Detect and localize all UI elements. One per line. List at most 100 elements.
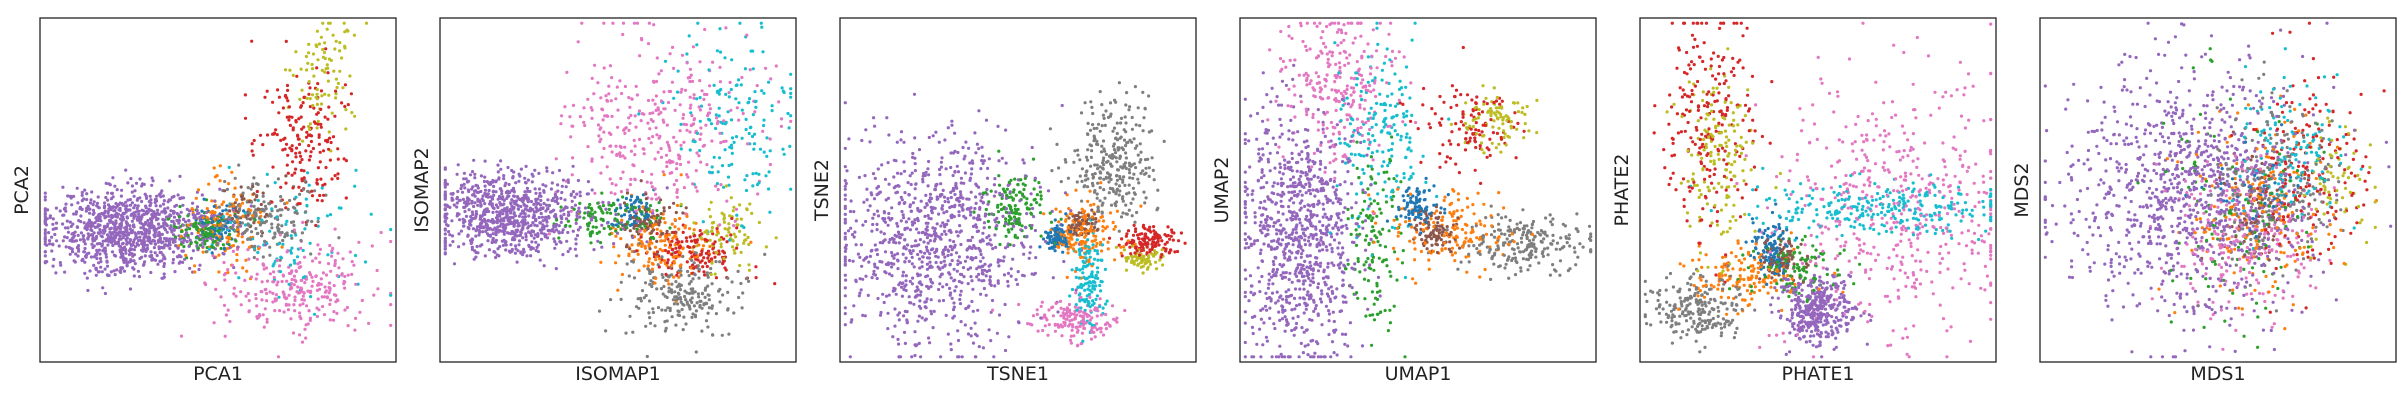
- data-point: [274, 299, 278, 303]
- data-point: [71, 222, 75, 226]
- data-point: [909, 182, 913, 187]
- data-point: [443, 194, 447, 198]
- data-point: [679, 273, 683, 277]
- data-point: [232, 194, 236, 199]
- data-point: [143, 254, 147, 258]
- data-point: [492, 219, 496, 223]
- data-point: [900, 294, 905, 298]
- data-point: [291, 73, 295, 77]
- data-point: [767, 80, 771, 84]
- data-point: [686, 245, 690, 249]
- data-point: [706, 284, 710, 288]
- data-point: [299, 168, 303, 172]
- data-point: [247, 299, 251, 303]
- data-point: [194, 240, 198, 244]
- data-point: [1092, 202, 1096, 206]
- data-point: [552, 230, 556, 234]
- data-point: [732, 224, 736, 228]
- data-point: [589, 241, 593, 245]
- data-point: [666, 100, 671, 105]
- data-point: [708, 84, 712, 88]
- data-point: [343, 308, 347, 312]
- data-point: [1139, 265, 1143, 269]
- data-point: [666, 266, 671, 270]
- data-point: [649, 231, 653, 235]
- data-point: [226, 308, 230, 312]
- data-point: [147, 231, 151, 235]
- data-point: [1096, 270, 1100, 274]
- data-point: [174, 203, 179, 207]
- data-point: [525, 196, 530, 200]
- data-point: [670, 252, 674, 257]
- data-point: [737, 101, 741, 105]
- data-point: [524, 193, 528, 197]
- data-point: [690, 114, 694, 118]
- data-point: [646, 98, 651, 103]
- data-point: [657, 112, 661, 116]
- data-point: [706, 293, 710, 297]
- data-point: [141, 209, 146, 213]
- data-point: [231, 208, 236, 212]
- data-point: [330, 111, 334, 115]
- data-point: [578, 225, 582, 229]
- data-point: [224, 231, 228, 235]
- data-point: [640, 38, 644, 42]
- data-point: [1044, 240, 1048, 244]
- data-point: [151, 238, 155, 242]
- data-point: [735, 246, 739, 250]
- data-point: [749, 125, 753, 129]
- data-point: [596, 239, 600, 243]
- data-point: [138, 221, 142, 225]
- data-point: [622, 213, 627, 217]
- data-point: [843, 231, 847, 235]
- data-point: [679, 143, 683, 147]
- data-point: [53, 232, 57, 237]
- data-point: [193, 270, 197, 274]
- data-point: [327, 291, 331, 295]
- data-point: [491, 190, 495, 194]
- data-point: [106, 191, 110, 195]
- data-point: [764, 66, 768, 70]
- data-point: [501, 195, 505, 199]
- data-point: [621, 227, 625, 231]
- data-point: [725, 234, 729, 238]
- data-point: [619, 176, 623, 181]
- data-point: [186, 223, 190, 227]
- data-point: [78, 238, 82, 242]
- data-point: [945, 283, 949, 287]
- data-point: [779, 124, 784, 128]
- data-point: [459, 187, 463, 191]
- data-point: [697, 154, 701, 158]
- data-point: [230, 263, 235, 267]
- data-point: [278, 233, 282, 237]
- data-point: [567, 213, 571, 217]
- data-point: [657, 72, 661, 76]
- data-point: [1100, 249, 1104, 253]
- data-point: [702, 302, 706, 306]
- data-point: [231, 249, 235, 253]
- data-point: [170, 237, 174, 241]
- data-point: [628, 314, 632, 318]
- data-point: [309, 295, 313, 299]
- data-point: [667, 233, 671, 237]
- data-point: [324, 193, 328, 197]
- data-point: [523, 176, 527, 180]
- data-point: [541, 183, 545, 187]
- data-point: [352, 33, 356, 37]
- data-point: [582, 106, 586, 110]
- data-point: [571, 156, 575, 160]
- data-point: [741, 291, 745, 295]
- data-point: [559, 205, 563, 209]
- data-point: [733, 251, 737, 255]
- data-point: [129, 177, 133, 181]
- data-point: [168, 237, 172, 241]
- data-point: [124, 237, 128, 242]
- data-point: [334, 92, 338, 96]
- data-point: [629, 149, 634, 153]
- data-point: [729, 233, 733, 237]
- data-point: [494, 233, 498, 237]
- data-point: [982, 159, 987, 163]
- data-point: [664, 153, 669, 157]
- data-point: [79, 214, 83, 218]
- data-point: [672, 135, 676, 139]
